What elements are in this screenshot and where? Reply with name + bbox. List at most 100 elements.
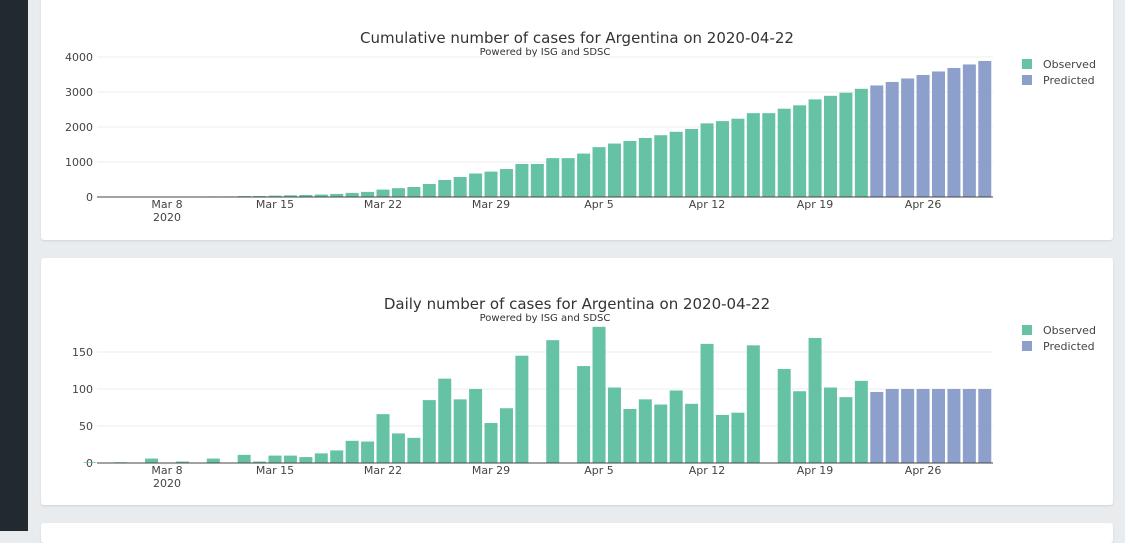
- observed-bar: [623, 141, 636, 197]
- legend-swatch-predicted: [1022, 341, 1032, 351]
- observed-bar: [778, 109, 791, 197]
- x-tick-label: Apr 5: [584, 198, 614, 211]
- observed-bar: [454, 399, 467, 463]
- x-tick-label: Mar 22: [364, 198, 402, 211]
- observed-bar: [454, 177, 467, 197]
- predicted-bar: [947, 389, 960, 463]
- observed-bar: [654, 135, 667, 197]
- x-tick-year: 2020: [153, 211, 181, 224]
- x-tick-label: Mar 15: [256, 198, 294, 211]
- predicted-bar: [932, 71, 945, 197]
- y-tick-label: 100: [72, 383, 93, 396]
- predicted-bar: [886, 389, 899, 463]
- observed-bar: [485, 423, 498, 463]
- observed-bar: [593, 327, 606, 463]
- observed-bar: [438, 180, 451, 197]
- observed-bar: [515, 356, 528, 463]
- y-tick-label: 150: [72, 346, 93, 359]
- observed-bar: [793, 105, 806, 197]
- observed-bar: [778, 369, 791, 463]
- x-tick-label: Apr 19: [797, 464, 834, 477]
- observed-bar: [145, 459, 158, 463]
- observed-bar: [423, 400, 436, 463]
- observed-bar: [238, 455, 251, 463]
- y-tick-label: 50: [79, 420, 93, 433]
- observed-bar: [269, 456, 282, 463]
- observed-bar: [469, 174, 482, 197]
- predicted-bar: [978, 389, 991, 463]
- predicted-bar: [963, 389, 976, 463]
- observed-bar: [392, 433, 405, 463]
- observed-bar: [377, 190, 390, 197]
- chart-title: Daily number of cases for Argentina on 2…: [384, 295, 770, 313]
- observed-bar: [685, 404, 698, 463]
- observed-bar: [500, 169, 513, 197]
- y-tick-label: 3000: [65, 86, 93, 99]
- observed-bar: [623, 409, 636, 463]
- y-tick-label: 1000: [65, 156, 93, 169]
- observed-bar: [701, 344, 714, 463]
- legend-swatch-predicted: [1022, 75, 1032, 85]
- x-tick-label: Mar 29: [472, 198, 510, 211]
- chart-title: Cumulative number of cases for Argentina…: [360, 29, 794, 47]
- predicted-bar: [870, 392, 883, 463]
- legend-label-predicted: Predicted: [1043, 340, 1095, 353]
- legend-label-observed: Observed: [1043, 58, 1096, 71]
- y-tick-label: 0: [86, 191, 93, 204]
- observed-bar: [515, 164, 528, 197]
- y-tick-label: 0: [86, 457, 93, 470]
- observed-bar: [824, 96, 837, 197]
- observed-bar: [284, 456, 297, 463]
- observed-bar: [469, 389, 482, 463]
- cumulative-cases-chart: Cumulative number of cases for Argentina…: [65, 29, 1096, 224]
- x-tick-year: 2020: [153, 477, 181, 490]
- x-tick-label: Apr 5: [584, 464, 614, 477]
- observed-bar: [639, 138, 652, 197]
- x-tick-label: Apr 26: [905, 464, 942, 477]
- observed-bar: [438, 379, 451, 463]
- observed-bar: [701, 123, 714, 197]
- observed-bar: [346, 193, 359, 197]
- observed-bar: [747, 345, 760, 463]
- observed-bar: [207, 459, 220, 463]
- observed-bar: [577, 154, 590, 197]
- observed-bar: [546, 158, 559, 197]
- x-tick-label: Mar 8: [151, 198, 182, 211]
- daily-cases-chart: Daily number of cases for Argentina on 2…: [72, 295, 1096, 490]
- observed-bar: [762, 113, 775, 197]
- legend-label-predicted: Predicted: [1043, 74, 1095, 87]
- observed-bar: [608, 144, 621, 197]
- chart-subtitle: Powered by ISG and SDSC: [480, 313, 611, 324]
- legend-swatch-observed: [1022, 325, 1032, 335]
- observed-bar: [855, 381, 868, 463]
- observed-bar: [608, 388, 621, 463]
- observed-bar: [855, 89, 868, 197]
- predicted-bar: [886, 82, 899, 197]
- observed-bar: [407, 438, 420, 463]
- observed-bar: [670, 132, 683, 197]
- observed-bar: [747, 113, 760, 197]
- observed-bar: [809, 338, 822, 463]
- predicted-bar: [917, 75, 930, 197]
- observed-bar: [500, 408, 513, 463]
- observed-bar: [531, 164, 544, 197]
- observed-bar: [670, 390, 683, 463]
- observed-bar: [83, 462, 96, 463]
- observed-bar: [361, 442, 374, 463]
- observed-bar: [716, 121, 729, 197]
- chart-subtitle: Powered by ISG and SDSC: [480, 47, 611, 58]
- observed-bar: [577, 366, 590, 463]
- predicted-bar: [963, 64, 976, 197]
- observed-bar: [377, 414, 390, 463]
- y-tick-label: 2000: [65, 121, 93, 134]
- observed-bar: [330, 450, 343, 463]
- observed-bar: [546, 340, 559, 463]
- observed-bar: [392, 188, 405, 197]
- predicted-bar: [947, 68, 960, 197]
- x-tick-label: Apr 12: [689, 198, 726, 211]
- y-tick-label: 4000: [65, 51, 93, 64]
- predicted-bar: [978, 61, 991, 197]
- x-tick-label: Mar 22: [364, 464, 402, 477]
- observed-bar: [361, 192, 374, 197]
- observed-bar: [839, 397, 852, 463]
